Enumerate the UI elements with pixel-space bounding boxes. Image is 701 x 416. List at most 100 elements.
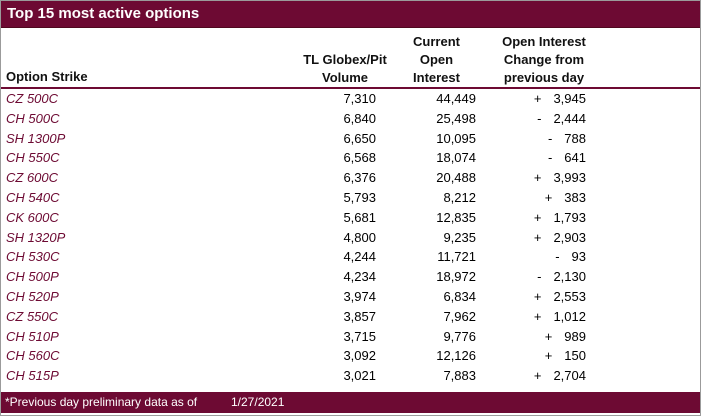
cell-oi-change: +2,704 bbox=[484, 366, 594, 386]
column-header-line: Interest bbox=[413, 70, 460, 85]
change-value: 93 bbox=[571, 249, 586, 265]
footer-date: 1/27/2021 bbox=[231, 394, 285, 409]
table-row: CH 520P 3,974 6,834 +2,553 bbox=[1, 287, 700, 307]
cell-open-interest: 8,212 bbox=[443, 189, 476, 205]
cell-oi-change: +383 bbox=[484, 188, 594, 208]
change-sign: + bbox=[544, 348, 553, 364]
cell-option-strike: CH 515P bbox=[6, 368, 59, 384]
cell-open-interest: 9,776 bbox=[443, 328, 476, 344]
table-row: CH 500C 6,840 25,498 -2,444 bbox=[1, 109, 700, 129]
change-sign: - bbox=[547, 150, 553, 166]
cell-oi-change: +989 bbox=[484, 327, 594, 347]
table-row: CK 600C 5,681 12,835 +1,793 bbox=[1, 208, 700, 228]
cell-option-strike: CZ 550C bbox=[6, 308, 59, 324]
cell-volume: 3,857 bbox=[343, 308, 376, 324]
cell-open-interest: 7,962 bbox=[443, 308, 476, 324]
cell-oi-change: +1,793 bbox=[484, 208, 594, 228]
cell-open-interest: 12,835 bbox=[436, 209, 476, 225]
cell-oi-change: +150 bbox=[484, 346, 594, 366]
cell-open-interest: 11,721 bbox=[437, 249, 476, 265]
cell-open-interest: 44,449 bbox=[436, 91, 476, 106]
cell-volume: 6,568 bbox=[343, 150, 376, 166]
change-sign: + bbox=[533, 288, 542, 304]
change-sign: - bbox=[537, 269, 542, 285]
cell-option-strike: CZ 600C bbox=[6, 170, 59, 186]
column-header-label: Option Strike bbox=[6, 69, 88, 84]
change-sign: + bbox=[533, 368, 542, 384]
cell-open-interest: 12,126 bbox=[436, 348, 476, 364]
title-bar: Top 15 most active options bbox=[1, 1, 700, 28]
change-sign: + bbox=[533, 229, 542, 245]
column-header-oi-change: Open Interest Change from previous day bbox=[484, 33, 594, 87]
cell-volume: 5,793 bbox=[343, 189, 376, 205]
change-sign: + bbox=[533, 209, 542, 225]
cell-volume: 5,681 bbox=[343, 209, 376, 225]
cell-oi-change: -641 bbox=[484, 148, 594, 168]
change-value: 150 bbox=[564, 348, 586, 364]
column-header-line: TL Globex/Pit bbox=[303, 52, 387, 67]
column-header-line: Volume bbox=[322, 70, 368, 85]
column-header-line: Open bbox=[419, 52, 454, 67]
change-value: 2,444 bbox=[553, 110, 586, 126]
change-value: 1,793 bbox=[553, 209, 586, 225]
change-value: 2,704 bbox=[553, 368, 586, 384]
change-value: 989 bbox=[564, 328, 586, 344]
cell-volume: 3,092 bbox=[343, 348, 376, 364]
column-header-option-strike: Option Strike bbox=[1, 68, 301, 87]
cell-option-strike: CH 560C bbox=[6, 348, 60, 364]
cell-oi-change: +3,945 bbox=[484, 89, 594, 109]
footer-note: *Previous day preliminary data as of bbox=[5, 394, 198, 409]
cell-volume: 6,376 bbox=[343, 170, 376, 186]
column-header-line: Change from bbox=[503, 52, 585, 67]
change-value: 1,012 bbox=[553, 308, 586, 324]
cell-oi-change: +2,553 bbox=[484, 287, 594, 307]
cell-open-interest: 20,488 bbox=[436, 170, 476, 186]
cell-option-strike: CH 500P bbox=[6, 269, 59, 285]
table-row: CH 560C 3,092 12,126 +150 bbox=[1, 346, 700, 366]
cell-option-strike: CZ 500C bbox=[6, 91, 59, 106]
column-header-volume: TL Globex/Pit Volume bbox=[301, 51, 389, 87]
column-header-open-interest: Current Open Interest bbox=[389, 33, 484, 87]
cell-open-interest: 9,235 bbox=[443, 229, 476, 245]
cell-open-interest: 18,972 bbox=[436, 269, 476, 285]
cell-option-strike: CH 510P bbox=[6, 328, 59, 344]
change-sign: - bbox=[537, 110, 542, 126]
change-sign: + bbox=[544, 328, 553, 344]
change-sign: + bbox=[533, 308, 542, 324]
change-value: 383 bbox=[564, 189, 586, 205]
footer-bar: *Previous day preliminary data as of 1/2… bbox=[1, 391, 700, 413]
change-sign: + bbox=[544, 189, 553, 205]
cell-oi-change: +2,903 bbox=[484, 228, 594, 248]
cell-oi-change: +1,012 bbox=[484, 307, 594, 327]
table-row: SH 1320P 4,800 9,235 +2,903 bbox=[1, 228, 700, 248]
change-sign: + bbox=[533, 170, 542, 186]
change-sign: + bbox=[533, 91, 542, 106]
table-row: CH 550C 6,568 18,074 -641 bbox=[1, 148, 700, 168]
cell-open-interest: 25,498 bbox=[436, 110, 476, 126]
table-row: CZ 550C 3,857 7,962 +1,012 bbox=[1, 307, 700, 327]
cell-option-strike: CH 530C bbox=[6, 249, 60, 265]
change-value: 641 bbox=[564, 150, 586, 166]
column-header-line: Open Interest bbox=[502, 34, 586, 49]
cell-volume: 6,840 bbox=[343, 110, 376, 126]
cell-option-strike: SH 1300P bbox=[6, 130, 66, 146]
change-value: 3,945 bbox=[553, 91, 586, 106]
change-value: 2,130 bbox=[553, 269, 586, 285]
table-header-row: Option Strike TL Globex/Pit Volume Curre… bbox=[1, 28, 700, 89]
table-row: CH 500P 4,234 18,972 -2,130 bbox=[1, 267, 700, 287]
table-row: CH 540C 5,793 8,212 +383 bbox=[1, 188, 700, 208]
cell-volume: 4,244 bbox=[343, 249, 376, 265]
cell-oi-change: -788 bbox=[484, 129, 594, 149]
change-value: 2,903 bbox=[553, 229, 586, 245]
cell-oi-change: -2,130 bbox=[484, 267, 594, 287]
cell-option-strike: SH 1320P bbox=[6, 229, 66, 245]
change-value: 2,553 bbox=[553, 288, 586, 304]
column-header-line: previous day bbox=[503, 70, 585, 85]
cell-open-interest: 6,834 bbox=[443, 288, 476, 304]
column-header-line: Current bbox=[413, 34, 460, 49]
cell-volume: 4,234 bbox=[343, 269, 376, 285]
cell-open-interest: 10,095 bbox=[436, 130, 476, 146]
cell-oi-change: +3,993 bbox=[484, 168, 594, 188]
change-sign: - bbox=[547, 130, 553, 146]
cell-volume: 3,021 bbox=[343, 368, 376, 384]
